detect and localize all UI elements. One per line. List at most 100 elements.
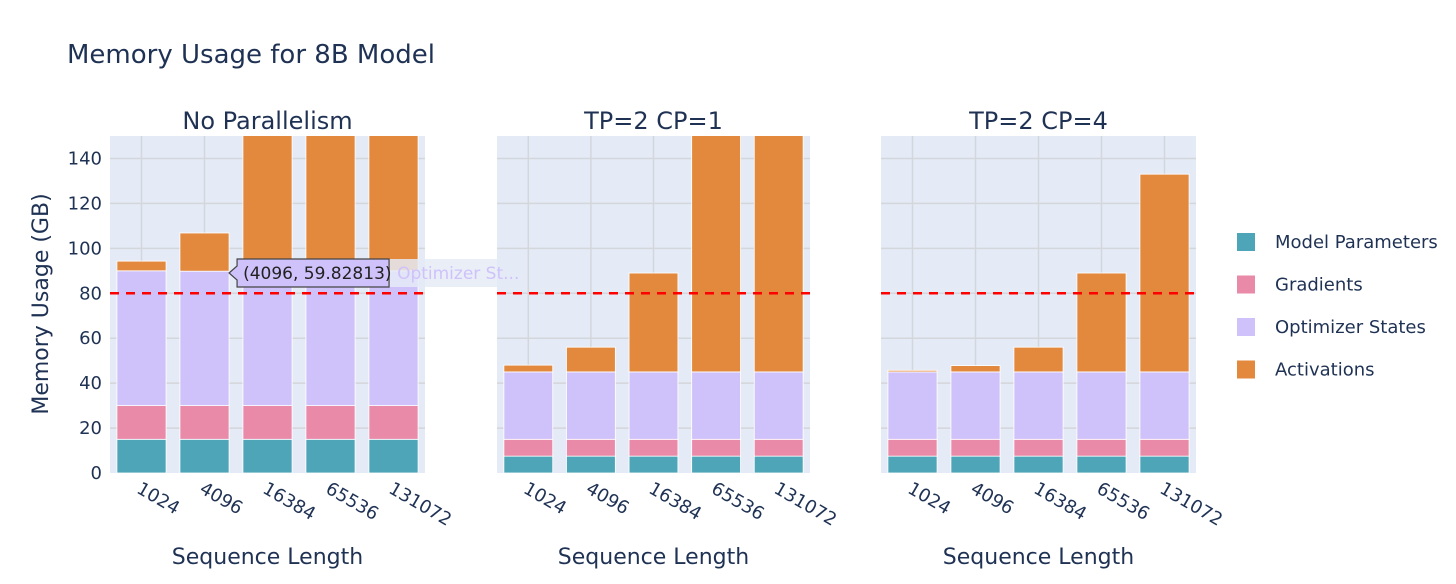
- bar-segment[interactable]: [305, 438, 356, 473]
- bar-segment[interactable]: [242, 405, 293, 440]
- legend-label: Activations: [1275, 360, 1375, 381]
- bar-segment[interactable]: [566, 346, 616, 373]
- panel-0: No Parallelism 1024 4096 16384 65536 131072 Se…: [68, 0, 455, 570]
- bar-segment[interactable]: [305, 0, 356, 272]
- y-tick-label: 120: [68, 193, 102, 214]
- bar-segment[interactable]: [691, 438, 741, 457]
- bar-segment[interactable]: [1139, 173, 1190, 373]
- legend-label: Model Parameters: [1275, 232, 1438, 253]
- bar-segment[interactable]: [242, 438, 293, 473]
- bar-segment[interactable]: [628, 438, 679, 457]
- bar-segment[interactable]: [179, 438, 230, 473]
- tooltip-value: (4096, 59.82813): [243, 264, 391, 284]
- bar-segment[interactable]: [116, 260, 167, 272]
- bar-segment[interactable]: [305, 405, 356, 440]
- x-tick-label: 131072: [1156, 478, 1226, 531]
- bar-segment[interactable]: [179, 405, 230, 440]
- bar-segment[interactable]: [1076, 371, 1127, 440]
- bar-segment[interactable]: [887, 455, 938, 473]
- y-tick-label: 60: [79, 328, 102, 349]
- bars: [503, 0, 804, 473]
- legend-swatch: [1237, 318, 1255, 336]
- bar-segment[interactable]: [242, 270, 293, 406]
- bar-segment[interactable]: [566, 455, 616, 473]
- y-tick-label: 100: [68, 238, 102, 259]
- x-axis-label: Sequence Length: [943, 545, 1134, 570]
- bar-segment[interactable]: [368, 270, 419, 406]
- x-tick-label: 1024: [520, 478, 570, 519]
- legend[interactable]: Model Parameters Gradients Optimizer State…: [1237, 232, 1438, 381]
- tooltip-series-name: Optimizer St...: [397, 264, 519, 284]
- x-tick-label: 131072: [385, 478, 455, 531]
- bar-segment[interactable]: [116, 270, 167, 406]
- x-tick-label: 16384: [1030, 478, 1090, 525]
- x-tick-label: 4096: [582, 478, 632, 519]
- bar-segment[interactable]: [1013, 371, 1064, 440]
- x-tick-label: 16384: [259, 478, 319, 525]
- legend-label: Optimizer States: [1275, 317, 1426, 338]
- bar-segment[interactable]: [691, 455, 741, 473]
- x-axis-label: Sequence Length: [558, 545, 749, 570]
- bar-segment[interactable]: [753, 0, 804, 373]
- bar-segment[interactable]: [1076, 455, 1127, 473]
- bar-segment[interactable]: [1139, 371, 1190, 440]
- bar-segment[interactable]: [503, 455, 554, 473]
- bar-segment[interactable]: [503, 438, 554, 457]
- bar-segment[interactable]: [116, 405, 167, 440]
- bar-segment[interactable]: [887, 438, 938, 457]
- bar-segment[interactable]: [1139, 455, 1190, 473]
- hover-tooltip: Optimizer St... (4096, 59.82813): [228, 258, 524, 288]
- bar-segment[interactable]: [305, 270, 356, 406]
- bar-segment[interactable]: [753, 455, 804, 473]
- x-tick-label: 4096: [967, 478, 1017, 519]
- bar-segment[interactable]: [566, 438, 616, 457]
- x-tick-label: 131072: [770, 478, 840, 531]
- bar-segment[interactable]: [566, 371, 616, 440]
- bar-segment[interactable]: [368, 405, 419, 440]
- bar-segment[interactable]: [179, 232, 230, 272]
- bar-segment[interactable]: [1076, 438, 1127, 457]
- bar-segment[interactable]: [116, 438, 167, 473]
- bar-segment[interactable]: [950, 438, 1001, 457]
- bar-segment[interactable]: [503, 364, 554, 373]
- y-tick-label: 140: [68, 148, 102, 169]
- bar-segment[interactable]: [628, 371, 679, 440]
- bar-segment[interactable]: [628, 272, 679, 373]
- bar-segment[interactable]: [1013, 455, 1064, 473]
- legend-item[interactable]: Activations: [1237, 360, 1375, 381]
- bar-segment[interactable]: [1013, 438, 1064, 457]
- legend-item[interactable]: Gradients: [1237, 275, 1363, 296]
- bar-segment[interactable]: [753, 438, 804, 457]
- legend-swatch: [1237, 275, 1255, 294]
- bar-segment[interactable]: [887, 371, 938, 440]
- bar-segment[interactable]: [1139, 438, 1190, 457]
- tooltip-series-box: [389, 259, 524, 287]
- bar-segment[interactable]: [368, 438, 419, 473]
- bar-segment[interactable]: [753, 371, 804, 440]
- legend-swatch: [1237, 360, 1255, 379]
- bar-segment[interactable]: [503, 371, 554, 440]
- panel-title: No Parallelism: [182, 107, 352, 135]
- x-tick-label: 4096: [196, 478, 246, 519]
- legend-item[interactable]: Model Parameters: [1237, 232, 1438, 253]
- bar-segment[interactable]: [950, 371, 1001, 440]
- bar-segment[interactable]: [887, 369, 938, 373]
- panel-2: TP=2 CP=4 1024 4096 16384 65536 131072 Sequenc…: [881, 107, 1226, 570]
- bar-segment[interactable]: [691, 371, 741, 440]
- y-tick-label: 0: [91, 463, 102, 484]
- bar-segment[interactable]: [950, 365, 1001, 373]
- bars: [116, 0, 419, 473]
- bar-segment[interactable]: [691, 0, 741, 373]
- bar-segment[interactable]: [1013, 346, 1064, 373]
- bar-segment[interactable]: [950, 455, 1001, 473]
- y-tick-label: 20: [79, 418, 102, 439]
- panel-title: TP=2 CP=1: [583, 107, 723, 135]
- y-axis-label: Memory Usage (GB): [29, 193, 54, 414]
- chart-title: Memory Usage for 8B Model: [67, 40, 435, 70]
- legend-item[interactable]: Optimizer States: [1237, 317, 1426, 338]
- bar-segment[interactable]: [1076, 272, 1127, 373]
- bar-segment[interactable]: [368, 0, 419, 272]
- bar-segment[interactable]: [628, 455, 679, 473]
- bar-segment[interactable]: [179, 270, 230, 406]
